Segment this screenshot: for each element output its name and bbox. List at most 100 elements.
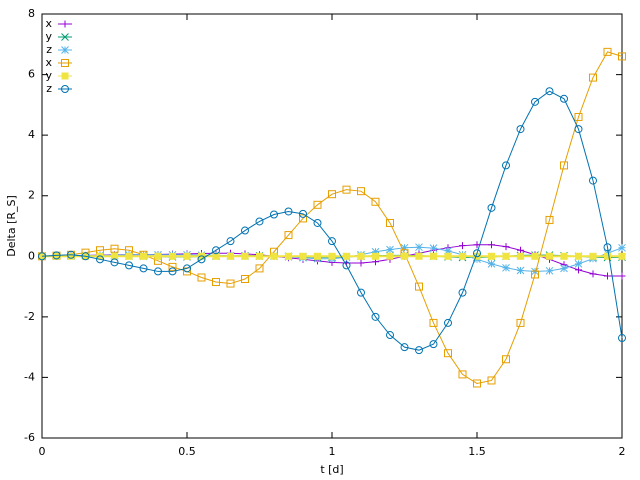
data-point — [168, 267, 177, 276]
data-point — [589, 252, 597, 260]
data-point — [516, 125, 525, 134]
data-point — [603, 243, 612, 252]
data-point — [197, 273, 206, 282]
legend-label: y — [45, 69, 52, 82]
legend-label: z — [46, 82, 52, 95]
data-point — [473, 249, 481, 258]
legend-label: z — [46, 43, 52, 56]
data-point — [589, 176, 597, 185]
data-point — [473, 379, 481, 388]
data-point — [371, 312, 380, 321]
legend-marker — [61, 20, 69, 28]
legend-marker — [61, 33, 69, 41]
data-point — [574, 260, 583, 268]
data-point — [284, 207, 293, 216]
data-point — [502, 161, 510, 170]
data-point — [604, 272, 611, 280]
data-point — [488, 252, 495, 260]
data-point — [502, 252, 510, 260]
legend-marker — [61, 72, 69, 80]
data-point — [111, 252, 118, 260]
data-point — [226, 279, 235, 288]
x-axis-label: t [d] — [320, 463, 343, 476]
data-point — [125, 252, 133, 260]
data-point — [574, 125, 583, 134]
data-point — [212, 246, 220, 255]
data-point — [299, 252, 307, 260]
data-point — [429, 244, 438, 252]
data-point — [52, 251, 61, 260]
data-point — [38, 252, 46, 261]
data-point — [81, 252, 90, 261]
data-point — [589, 73, 597, 82]
data-point — [314, 252, 321, 260]
data-point — [328, 252, 336, 260]
data-point — [284, 231, 293, 240]
data-point — [531, 252, 539, 260]
data-point — [299, 214, 307, 223]
data-point — [444, 246, 452, 255]
data-point — [415, 282, 423, 291]
data-point — [603, 47, 612, 56]
data-point — [140, 252, 147, 260]
data-point — [372, 252, 379, 260]
data-point — [371, 247, 380, 256]
data-point — [415, 243, 423, 252]
data-point — [502, 355, 510, 364]
data-point — [386, 252, 394, 260]
data-point — [502, 263, 510, 272]
legend-label: x — [45, 56, 52, 69]
x-tick-label: 0 — [39, 445, 46, 458]
data-point — [241, 275, 249, 283]
data-point — [531, 270, 539, 279]
data-point — [488, 241, 495, 249]
data-point — [415, 252, 423, 260]
data-point — [517, 252, 524, 260]
data-point — [313, 218, 322, 227]
legend-marker — [61, 59, 69, 67]
data-point — [212, 278, 220, 287]
data-point — [444, 252, 452, 260]
data-point — [415, 346, 423, 355]
data-point — [67, 250, 75, 259]
x-tick-label: 1.5 — [468, 445, 486, 458]
data-point — [270, 210, 278, 219]
data-point — [197, 255, 206, 264]
data-point — [444, 318, 452, 327]
y-tick-label: 0 — [28, 249, 35, 262]
data-point — [183, 264, 191, 273]
data-point — [560, 161, 568, 170]
data-point — [386, 245, 394, 254]
data-point — [299, 209, 307, 218]
data-point — [545, 266, 554, 275]
data-point — [516, 318, 525, 327]
data-point — [400, 243, 409, 252]
x-tick-label: 2 — [619, 445, 626, 458]
data-point — [458, 370, 467, 379]
data-point — [168, 262, 177, 271]
data-point — [459, 252, 466, 260]
data-point — [400, 343, 409, 352]
data-point — [226, 237, 235, 246]
data-point — [560, 252, 568, 260]
plot-frame — [41, 13, 623, 439]
y-tick-label: 6 — [28, 68, 35, 81]
data-point — [110, 258, 119, 267]
data-point — [386, 331, 394, 340]
data-point — [255, 264, 264, 273]
y-tick-label: 2 — [28, 189, 35, 202]
data-point — [459, 242, 466, 250]
data-point — [357, 288, 365, 297]
data-point — [313, 200, 322, 209]
series-line — [41, 90, 623, 351]
data-point — [458, 288, 467, 297]
data-point — [96, 255, 104, 264]
data-point — [256, 252, 263, 260]
data-point — [546, 252, 553, 260]
data-point — [227, 252, 234, 260]
data-point — [618, 52, 626, 61]
data-point — [516, 266, 525, 275]
data-point — [154, 252, 162, 260]
data-point — [386, 218, 394, 227]
